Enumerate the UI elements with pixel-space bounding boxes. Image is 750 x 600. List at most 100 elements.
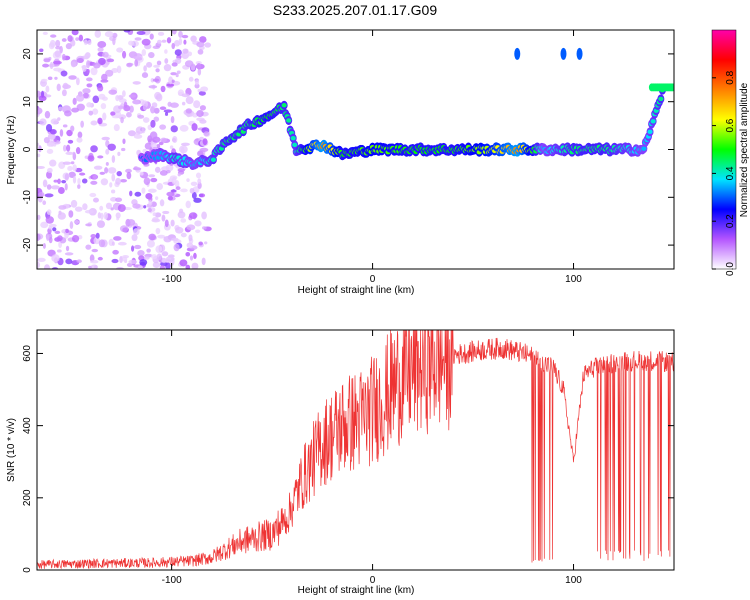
spectral-noise-mark bbox=[162, 210, 170, 215]
spectral-noise-mark bbox=[171, 176, 177, 185]
spectral-noise-mark bbox=[88, 265, 92, 269]
spectral-noise-mark bbox=[49, 129, 57, 135]
spectral-noise-mark bbox=[42, 179, 48, 188]
spectral-noise-mark bbox=[65, 258, 73, 265]
spectral-noise-mark bbox=[180, 188, 188, 193]
spectral-noise-mark bbox=[76, 137, 83, 143]
spectral-noise-mark bbox=[173, 39, 181, 47]
spectral-noise-mark bbox=[132, 167, 142, 171]
spectral-noise-mark bbox=[57, 249, 62, 253]
spectral-noise-mark bbox=[141, 72, 149, 79]
spectral-noise-mark bbox=[77, 178, 81, 185]
spectral-blob-mark bbox=[576, 47, 583, 60]
spectral-noise-mark bbox=[199, 147, 209, 152]
spectral-noise-mark bbox=[79, 172, 86, 176]
spectral-noise-mark bbox=[46, 234, 50, 242]
spectral-noise-mark bbox=[69, 221, 74, 230]
spectral-noise-mark bbox=[86, 83, 93, 88]
spectral-noise-mark bbox=[67, 165, 73, 172]
spectral-noise-mark bbox=[38, 191, 45, 198]
spectral-noise-mark bbox=[150, 78, 155, 83]
spectral-noise-mark bbox=[155, 68, 160, 73]
spectral-noise-mark bbox=[170, 115, 175, 124]
spectral-noise-mark bbox=[164, 49, 168, 54]
spectral-noise-mark bbox=[128, 259, 138, 265]
spectral-noise-mark bbox=[62, 161, 72, 165]
spectral-noise-mark bbox=[111, 155, 116, 163]
spectral-noise-mark bbox=[133, 55, 142, 60]
spectral-noise-mark bbox=[85, 60, 91, 69]
spectral-noise-mark bbox=[90, 264, 98, 269]
spectral-noise-mark bbox=[97, 212, 102, 219]
x-tick-label: 0 bbox=[370, 575, 376, 586]
spectral-noise-mark bbox=[121, 147, 126, 152]
spectral-noise-mark bbox=[199, 119, 207, 124]
spectral-noise-mark bbox=[201, 257, 206, 266]
spectral-noise-mark bbox=[129, 105, 134, 113]
spectral-noise-mark bbox=[155, 196, 159, 200]
spectral-noise-mark bbox=[134, 59, 139, 67]
spectral-noise-mark bbox=[107, 143, 116, 151]
spectral-noise-mark bbox=[197, 178, 202, 185]
colorbar-scale bbox=[711, 29, 737, 270]
spectral-noise-mark bbox=[117, 105, 124, 110]
spectral-noise-mark bbox=[88, 110, 94, 116]
spectral-noise-mark bbox=[84, 53, 90, 60]
spectral-noise-mark bbox=[45, 123, 53, 132]
spectral-noise-mark bbox=[144, 256, 150, 260]
spectral-noise-mark bbox=[108, 89, 118, 95]
spectral-noise-mark bbox=[163, 109, 173, 113]
snr-series-line bbox=[37, 330, 674, 570]
spectral-noise-mark bbox=[62, 82, 69, 90]
spectral-noise-mark bbox=[160, 85, 166, 93]
spectral-noise-mark bbox=[66, 144, 71, 152]
spectral-noise-mark bbox=[43, 136, 50, 144]
spectral-noise-mark bbox=[189, 255, 194, 261]
spectral-noise-mark bbox=[68, 75, 77, 80]
spectral-noise-mark bbox=[74, 206, 83, 212]
spectral-noise-mark bbox=[177, 168, 186, 172]
spectral-noise-mark bbox=[185, 108, 192, 114]
spectral-noise-mark bbox=[38, 95, 47, 102]
spectral-noise-mark bbox=[43, 58, 51, 63]
spectral-noise-mark bbox=[100, 103, 107, 110]
spectral-noise-mark bbox=[156, 60, 162, 66]
spectral-noise-mark bbox=[80, 120, 84, 128]
spectral-noise-mark bbox=[100, 178, 109, 186]
spectral-noise-mark bbox=[153, 64, 160, 68]
spectral-noise-mark bbox=[179, 208, 184, 214]
spectral-noise-mark bbox=[150, 141, 157, 149]
spectral-noise-mark bbox=[132, 81, 141, 85]
spectral-noise-mark bbox=[74, 167, 83, 173]
spectral-noise-mark bbox=[117, 204, 126, 212]
spectral-noise-mark bbox=[139, 171, 144, 176]
spectral-noise-mark bbox=[67, 35, 73, 42]
spectral-noise-mark bbox=[111, 258, 119, 264]
spectral-noise-mark bbox=[172, 136, 178, 144]
spectral-noise-mark bbox=[87, 155, 95, 162]
spectral-noise-mark bbox=[64, 110, 72, 117]
spectral-noise-mark bbox=[186, 178, 190, 182]
spectral-noise-mark bbox=[73, 220, 80, 225]
spectral-noise-mark bbox=[175, 226, 184, 234]
spectral-noise-mark bbox=[148, 85, 158, 89]
spectral-noise-mark bbox=[157, 234, 166, 239]
spectral-noise-mark bbox=[165, 262, 171, 269]
spectral-noise-mark bbox=[191, 191, 197, 200]
ridge-core-mark bbox=[671, 83, 674, 92]
spectral-noise-mark bbox=[171, 79, 175, 83]
spectral-noise-mark bbox=[152, 261, 161, 268]
spectral-noise-mark bbox=[54, 230, 61, 234]
spectral-noise-mark bbox=[180, 142, 190, 146]
spectral-noise-mark bbox=[52, 227, 57, 232]
colorbar-title: Normalized spectral amplitude bbox=[739, 82, 750, 217]
spectral-noise-mark bbox=[150, 105, 156, 114]
spectral-noise-mark bbox=[110, 189, 116, 194]
y-tick-label: 10 bbox=[22, 96, 33, 108]
spectral-noise-mark bbox=[113, 236, 122, 241]
spectral-noise-mark bbox=[142, 103, 147, 111]
spectral-noise-mark bbox=[85, 244, 92, 250]
spectral-noise-mark bbox=[153, 116, 160, 122]
spectral-noise-mark bbox=[98, 239, 106, 248]
spectral-noise-mark bbox=[53, 67, 62, 72]
